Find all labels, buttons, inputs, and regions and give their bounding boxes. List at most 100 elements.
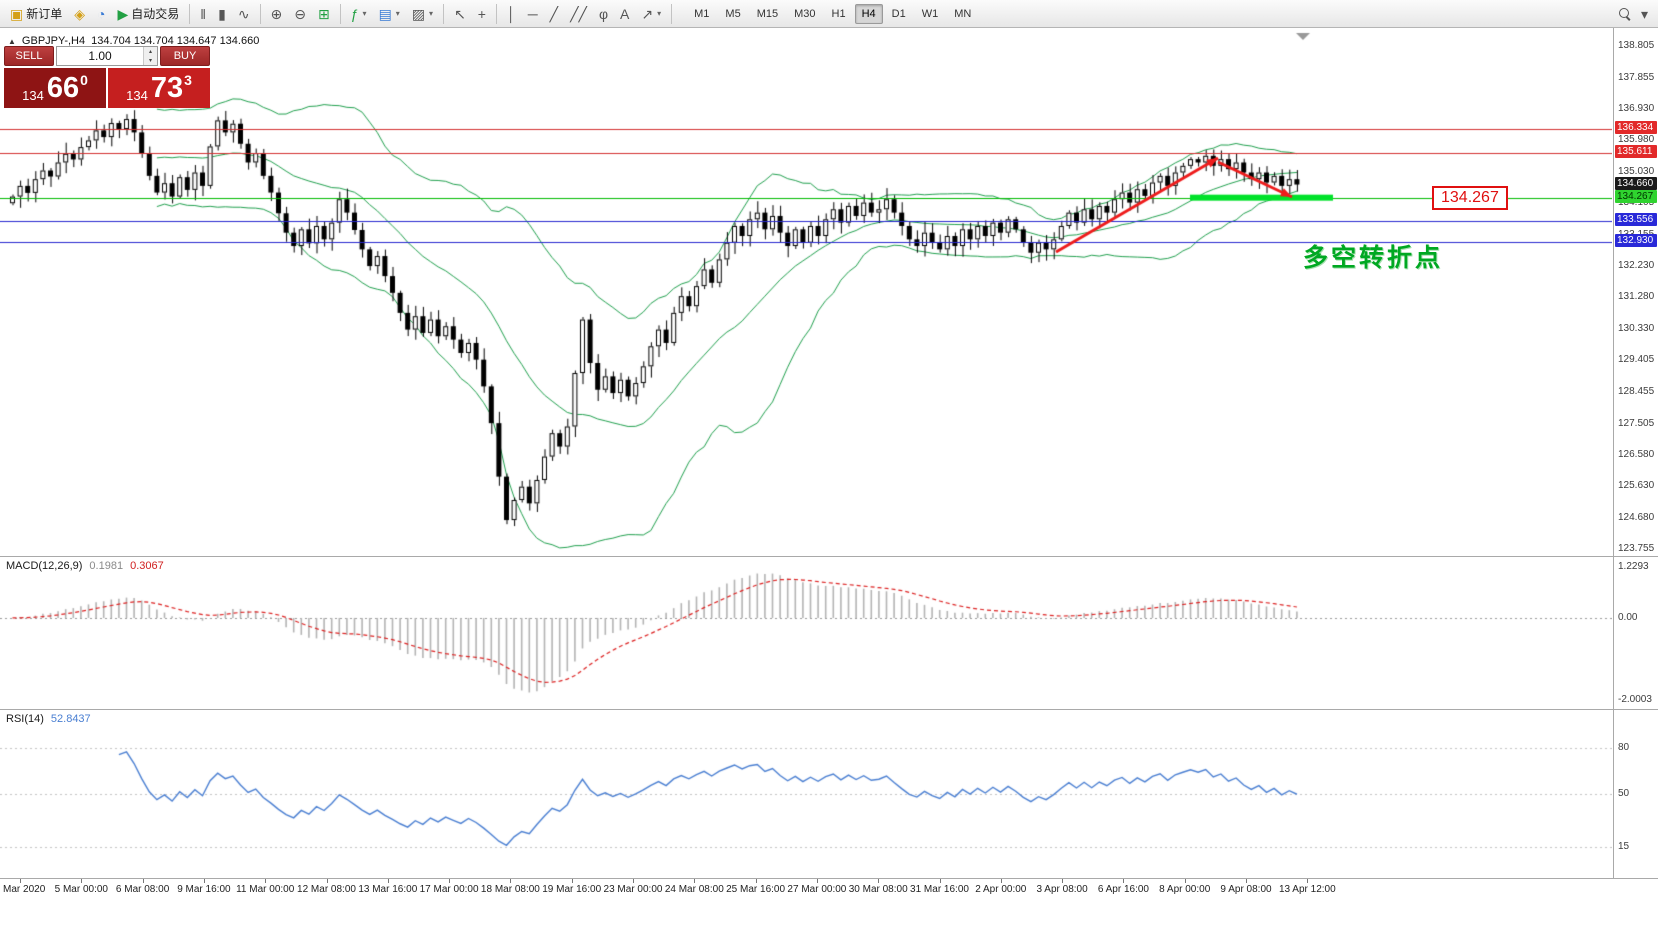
- text-icon[interactable]: A: [620, 5, 630, 22]
- toolbar-separator: [189, 3, 191, 24]
- price-annotation-box[interactable]: 134.267: [1432, 186, 1508, 210]
- zoom-out-icon[interactable]: ⊖: [294, 5, 307, 22]
- channel-icon[interactable]: ╱╱: [570, 5, 587, 22]
- profiles-icon[interactable]: ▤ ▾: [378, 5, 400, 22]
- price-tick-label: 124.680: [1618, 512, 1655, 524]
- timeframe-m15[interactable]: M15: [756, 7, 779, 20]
- sell-price-panel[interactable]: 134 66 0: [4, 68, 106, 108]
- chevron-down-icon: ▾: [429, 9, 434, 18]
- zoom-in-icon[interactable]: ⊕: [270, 5, 283, 22]
- horizontal-line-icon[interactable]: ─: [527, 5, 538, 22]
- toolbar-right-group: ▾: [1618, 5, 1654, 22]
- timeframe-m5[interactable]: M5: [725, 7, 741, 20]
- price-tick-label: 138.805: [1618, 40, 1655, 51]
- collapse-widget-icon[interactable]: ▲: [8, 36, 16, 46]
- quantity-input[interactable]: [57, 47, 143, 65]
- quantity-down-button[interactable]: ▾: [144, 56, 157, 65]
- rsi-name: RSI(14): [6, 713, 44, 725]
- rsi-scale-label: 80: [1618, 742, 1630, 754]
- time-tick: [1307, 879, 1309, 883]
- line-chart-icon[interactable]: ∿: [237, 5, 250, 22]
- buy-price-point: 3: [184, 72, 192, 88]
- timeframe-w1[interactable]: W1: [921, 7, 939, 20]
- price-tag-135.611: 135.611: [1615, 144, 1657, 158]
- symbol-ohlc-values: 134.704 134.704 134.647 134.660: [91, 35, 260, 47]
- time-axis[interactable]: 3 Mar 2020 5 Mar 00:00 6 Mar 08:00 9 Mar 16…: [0, 878, 1658, 900]
- vertical-line-icon[interactable]: │: [506, 5, 516, 22]
- time-label: 23 Mar 00:00: [603, 884, 663, 895]
- timeframe-d1[interactable]: D1: [891, 7, 906, 20]
- timeframe-h4[interactable]: H4: [854, 3, 883, 24]
- price-tag-134.660: 134.660: [1615, 176, 1657, 190]
- tile-windows-icon[interactable]: ⊞: [318, 5, 330, 22]
- time-tick: [326, 879, 328, 883]
- new-order-button[interactable]: ▣ 新订单: [10, 5, 63, 22]
- price-tick-label: 136.930: [1618, 102, 1655, 114]
- timeframe-m1[interactable]: M1: [694, 7, 710, 20]
- symbol-info: ▲ GBPJPY-,H4 134.704 134.704 134.647 134…: [8, 35, 259, 47]
- new-order-button-label: 新订单: [26, 7, 63, 21]
- panel-splitter[interactable]: [0, 556, 1658, 557]
- time-label: 18 Mar 08:00: [480, 884, 540, 895]
- timeframe-m30[interactable]: M30: [794, 7, 816, 20]
- macd-canvas[interactable]: [0, 557, 1612, 709]
- quantity-up-button[interactable]: ▴: [144, 47, 157, 56]
- price-chart-canvas[interactable]: [0, 28, 1612, 556]
- macd-value: 0.1981: [89, 560, 124, 572]
- time-label: 17 Mar 00:00: [419, 884, 479, 895]
- time-label: 11 Mar 00:00: [236, 884, 295, 895]
- panel-splitter[interactable]: [0, 709, 1658, 710]
- trendline-icon[interactable]: ╱: [549, 5, 559, 22]
- turning-point-note[interactable]: 多空转折点: [1303, 244, 1444, 272]
- sell-price-point: 0: [80, 72, 88, 88]
- time-label: 12 Mar 08:00: [297, 884, 356, 895]
- toolbar-separator: [671, 3, 673, 24]
- buy-price-panel[interactable]: 134 73 3: [108, 68, 210, 108]
- time-tick: [142, 879, 144, 883]
- autotrading-button-label: 自动交易: [131, 7, 180, 21]
- rsi-header: RSI(14) 52.8437: [6, 713, 91, 725]
- macd-scale-label: 0.00: [1618, 611, 1638, 623]
- toolbar-overflow-icon[interactable]: ▾: [1640, 5, 1648, 22]
- time-label: 31 Mar 16:00: [910, 884, 969, 895]
- price-tick-label: 132.230: [1618, 259, 1655, 271]
- price-chart-panel: 138.805137.855136.930135.980135.030134.1…: [0, 28, 1658, 556]
- fibonacci-icon[interactable]: φ: [598, 5, 609, 22]
- crosshair-icon[interactable]: +: [477, 5, 486, 22]
- time-label: 3 Mar 2020: [0, 884, 46, 895]
- time-tick: [571, 879, 573, 883]
- time-label: 2 Apr 00:00: [975, 884, 1027, 895]
- rsi-panel: RSI(14) 52.8437 80 50 15: [0, 710, 1658, 878]
- rsi-scale-label: 50: [1618, 788, 1630, 799]
- indicators-icon[interactable]: ƒ ▾: [350, 5, 367, 22]
- templates-icon[interactable]: ▨ ▾: [411, 5, 434, 22]
- quantity-stepper: ▴ ▾: [56, 46, 158, 66]
- timeframe-group: M1 M5 M15 M30 H1 H4 D1 W1 MN: [686, 3, 979, 24]
- quotes-icon[interactable]: ◈: [74, 5, 86, 22]
- macd-scale-label: 1.2293: [1618, 561, 1649, 572]
- price-tick-label: 128.455: [1618, 385, 1655, 397]
- candles-icon[interactable]: ▮: [218, 5, 226, 22]
- toolbar-separator: [443, 3, 445, 24]
- sell-button[interactable]: SELL: [4, 46, 54, 66]
- price-tick-label: 135.030: [1618, 166, 1655, 178]
- price-axis[interactable]: 138.805137.855136.930135.980135.030134.1…: [1613, 28, 1658, 556]
- search-icon[interactable]: [1618, 7, 1631, 20]
- arrows-icon[interactable]: ↗ ▾: [641, 5, 662, 22]
- price-tick-label: 133.155: [1618, 229, 1654, 240]
- timeframe-h1[interactable]: H1: [831, 7, 846, 20]
- time-label: 30 Mar 08:00: [848, 884, 908, 895]
- cursor-icon[interactable]: ↖: [454, 5, 466, 22]
- bars-icon[interactable]: ‖: [200, 5, 207, 22]
- autotrading-button[interactable]: ▶ 自动交易: [117, 5, 180, 22]
- timeframe-mn[interactable]: MN: [954, 7, 972, 20]
- time-label: 3 Apr 08:00: [1036, 884, 1088, 895]
- chevron-down-icon: ▾: [395, 9, 400, 18]
- macd-panel: MACD(12,26,9) 0.1981 0.3067 1.2293 0.00 -2…: [0, 557, 1658, 709]
- macd-scale-label: -2.0003: [1618, 694, 1652, 705]
- rsi-canvas[interactable]: [0, 710, 1612, 878]
- history-center-icon[interactable]: ◔: [97, 5, 106, 22]
- buy-button[interactable]: BUY: [160, 46, 210, 66]
- time-tick: [1123, 879, 1125, 883]
